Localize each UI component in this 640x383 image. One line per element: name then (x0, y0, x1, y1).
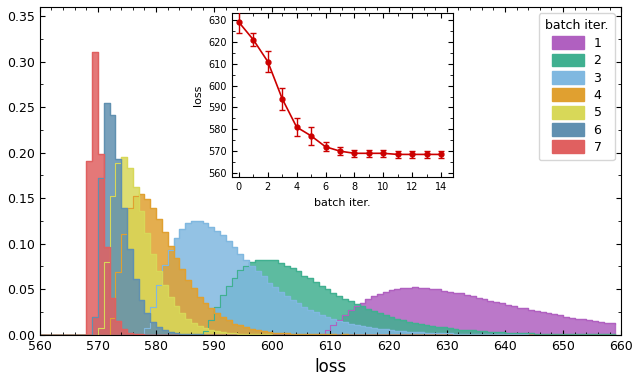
X-axis label: loss: loss (314, 358, 347, 376)
Legend: 1, 2, 3, 4, 5, 6, 7: 1, 2, 3, 4, 5, 6, 7 (539, 13, 615, 160)
